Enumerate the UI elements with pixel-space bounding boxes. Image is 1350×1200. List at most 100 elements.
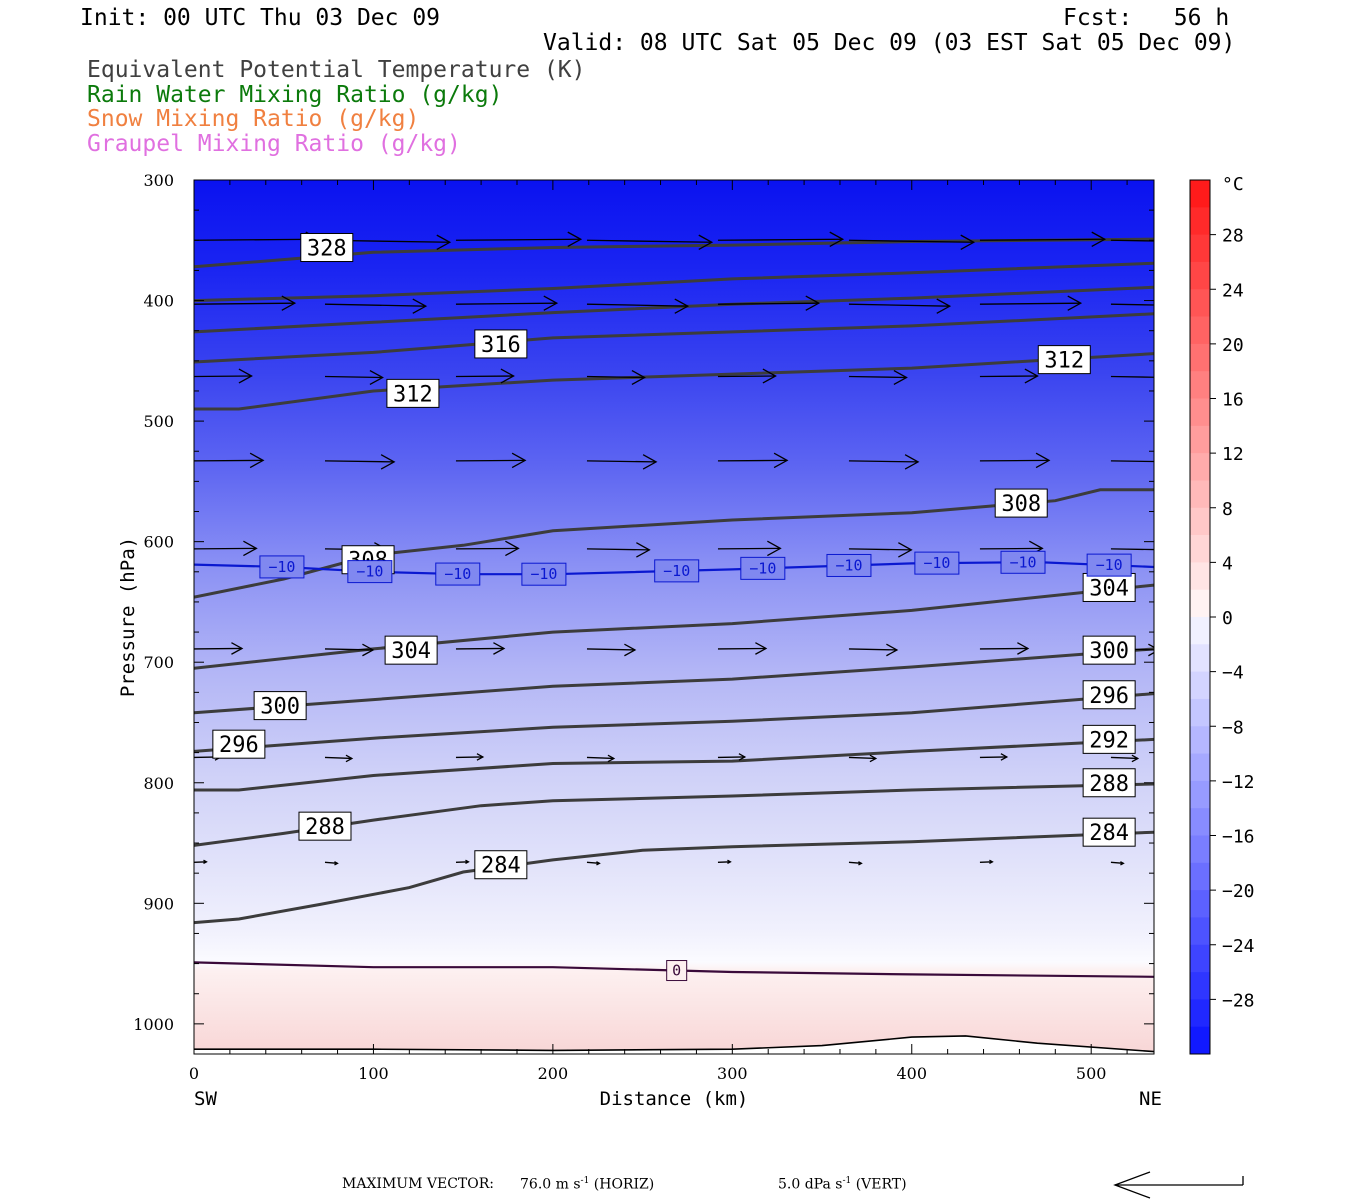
colorbar-segment (1190, 753, 1210, 782)
x-tick-label: 500 (1076, 1064, 1107, 1083)
isotherm-label: −10 (826, 553, 872, 577)
max-vector-label: MAXIMUM VECTOR: (342, 1176, 494, 1192)
colorbar-label: 16 (1222, 390, 1244, 411)
wind-vector (1110, 861, 1125, 866)
colorbar-label: −16 (1222, 827, 1255, 848)
colorbar-segment (1190, 261, 1210, 290)
svg-text:−10: −10 (268, 558, 295, 576)
isotherm-label: −10 (435, 562, 481, 586)
svg-text:304: 304 (1089, 576, 1129, 601)
colorbar-segment (1190, 726, 1210, 754)
wind-vector (455, 753, 485, 761)
colorbar-segment (1190, 535, 1210, 563)
colorbar-segment (1190, 644, 1210, 673)
theta-e-label: 288 (1082, 768, 1136, 798)
legend-graupel: Graupel Mixing Ratio (g/kg) (87, 131, 461, 157)
wind-vector (324, 369, 384, 386)
wind-vector (586, 298, 690, 314)
wind-vector (1110, 239, 1154, 242)
colorbar-label: 0 (1222, 608, 1233, 629)
x-tick-label: 200 (538, 1064, 569, 1083)
contour-labels: 3283163123123083083043043003002962962922… (212, 233, 1136, 982)
colorbar-segment (1190, 180, 1210, 208)
y-tick-label: 300 (143, 171, 174, 190)
plot-frame (193, 179, 1155, 1055)
legend-rain-water: Rain Water Mixing Ratio (g/kg) (87, 82, 503, 108)
svg-text:304: 304 (391, 639, 431, 664)
isotherm-label: −10 (347, 560, 393, 584)
x-axis: 0 100 200 300 400 500 (189, 180, 1128, 1083)
wind-vector (324, 454, 396, 470)
svg-text:−10: −10 (923, 554, 950, 572)
wind-vector (586, 234, 714, 250)
svg-text:−10: −10 (749, 559, 776, 577)
theta-e-label: 284 (474, 850, 528, 880)
svg-text:300: 300 (1089, 639, 1129, 664)
theta-e-contour-320 (194, 285, 1154, 334)
wind-vector (194, 295, 297, 311)
wind-vector (455, 368, 515, 384)
theta-e-label: 312 (386, 378, 440, 408)
theta-e-label: 300 (253, 691, 307, 721)
colorbar-segment (1190, 698, 1210, 727)
svg-text:284: 284 (1089, 821, 1129, 846)
wind-vector (1110, 460, 1154, 463)
svg-text:312: 312 (1044, 349, 1084, 374)
colorbar-segment (1190, 425, 1210, 454)
theta-e-label: 312 (1037, 345, 1091, 375)
theta-e-label: 316 (474, 329, 528, 359)
wind-vector (1110, 303, 1154, 306)
wind-vector (979, 231, 1107, 247)
colorbar-segment (1190, 890, 1210, 918)
x-axis-label: Distance (km) (600, 1088, 749, 1110)
svg-text:−10: −10 (835, 556, 862, 574)
colorbar-segment (1190, 316, 1210, 345)
theta-e-label: 300 (1082, 635, 1136, 665)
svg-text:−10: −10 (530, 565, 557, 583)
colorbar-segment (1190, 671, 1210, 700)
svg-text:292: 292 (1089, 728, 1129, 753)
y-axis: 300 400 500 600 700 800 900 1000 (133, 171, 1154, 1055)
svg-text:−10: −10 (1096, 556, 1123, 574)
colorbar-segment (1190, 207, 1210, 236)
wind-vector (586, 542, 651, 558)
svg-text:0: 0 (672, 962, 681, 980)
colorbar-segment (1190, 862, 1210, 891)
wind-vector (717, 452, 789, 469)
isotherm-label: −10 (1086, 553, 1132, 577)
colorbar-segment (1190, 289, 1210, 317)
theta-e-label: 288 (298, 811, 352, 841)
wind-vector (586, 643, 637, 657)
y-tick-label: 900 (143, 894, 174, 913)
wind-vector (1110, 548, 1154, 551)
x-tick-label: 0 (189, 1064, 199, 1083)
wind-vector (1110, 375, 1154, 378)
theta-e-contour-308 (194, 488, 1154, 599)
reference-vector (1113, 1171, 1244, 1199)
isotherm-label: −10 (521, 562, 567, 586)
colorbar-label: −28 (1222, 990, 1255, 1011)
colorbar-segment (1190, 480, 1210, 509)
theta-e-contour-300 (194, 647, 1154, 715)
wind-vector (717, 231, 845, 247)
colorbar-label: −20 (1222, 881, 1255, 902)
svg-text:−10: −10 (1009, 553, 1036, 571)
colorbar-label: 20 (1222, 335, 1244, 356)
y-tick-label: 600 (143, 533, 174, 552)
theta-e-contour-292 (194, 737, 1154, 792)
wind-vector (979, 753, 1009, 761)
wind-vector (455, 295, 559, 311)
wind-vector (979, 642, 1030, 655)
temperature-colorbar: 28 24 20 16 12 8 4 0 −4 −8 −12 −16 −20 −24 −28 (1189, 179, 1255, 1055)
svg-text:−10: −10 (444, 565, 471, 583)
svg-text:328: 328 (307, 237, 347, 262)
init-time: Init: 00 UTC Thu 03 Dec 09 (80, 5, 441, 31)
colorbar-segment (1190, 917, 1210, 946)
svg-text:308: 308 (1001, 492, 1041, 517)
theta-e-label: 304 (384, 635, 438, 665)
theta-e-contours (194, 237, 1154, 925)
wind-vector (979, 859, 994, 865)
colorbar-segment (1190, 780, 1210, 809)
y-tick-label: 500 (143, 412, 174, 431)
